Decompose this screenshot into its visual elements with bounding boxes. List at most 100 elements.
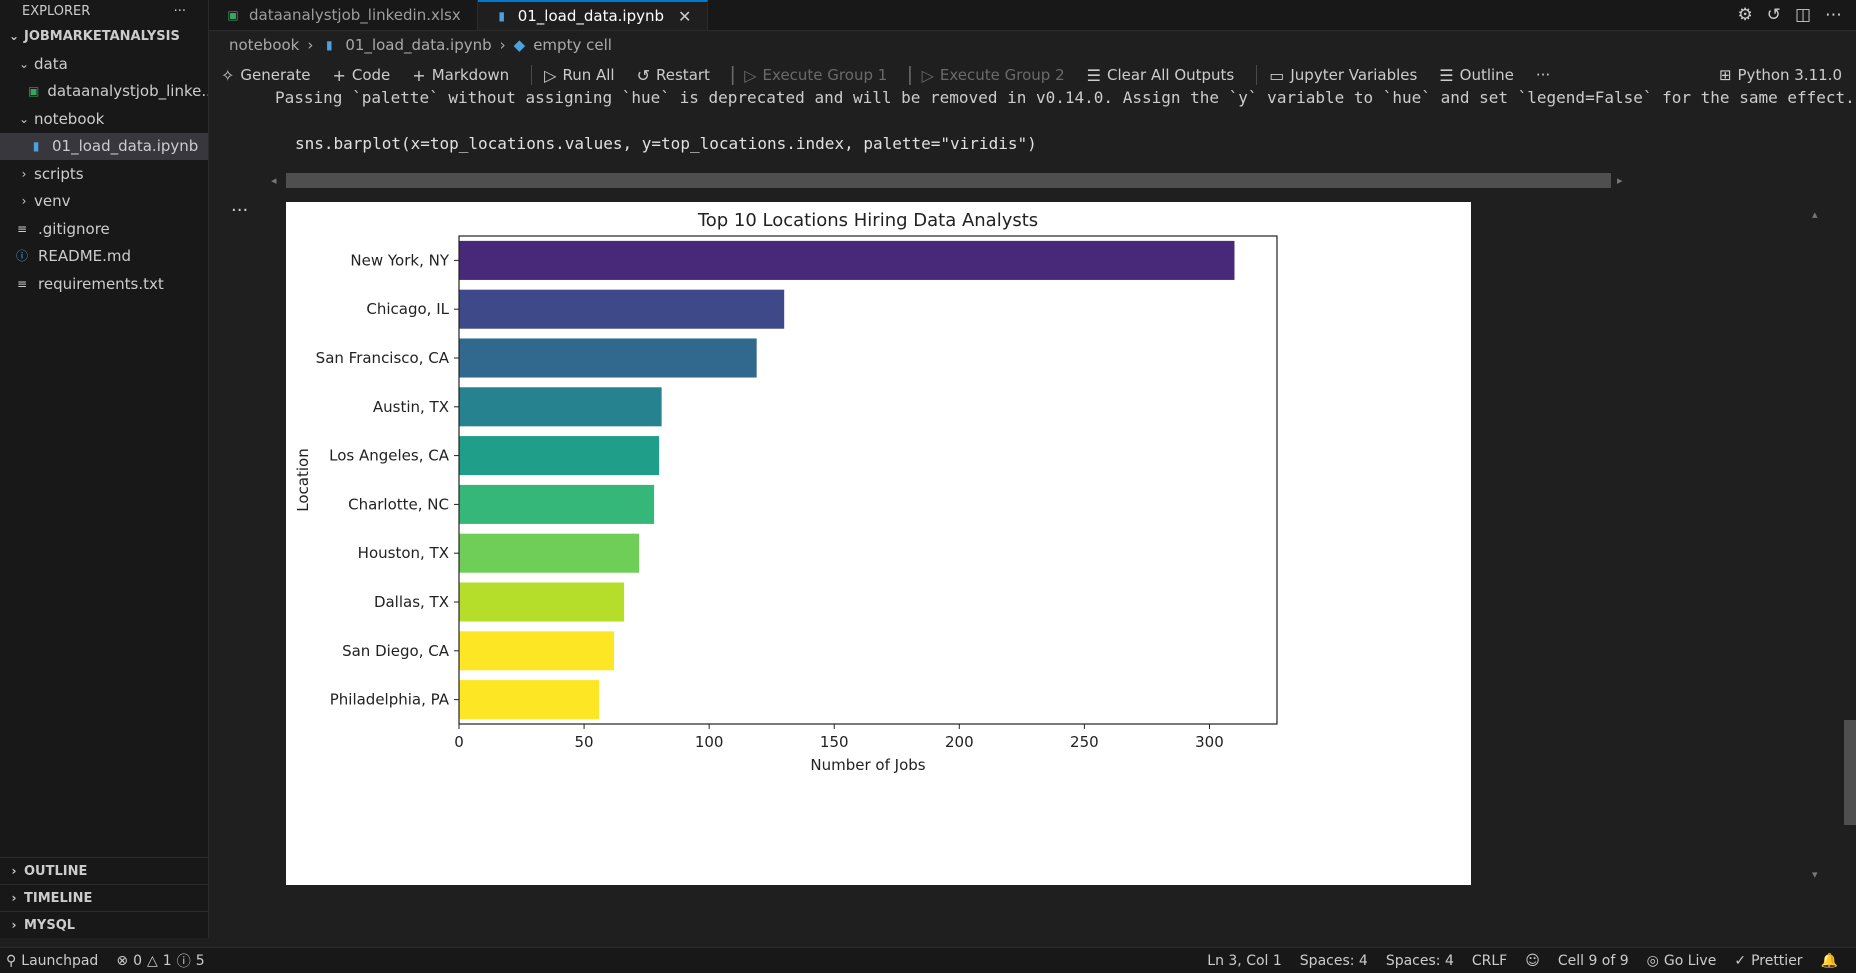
cell-indicator[interactable]: Cell 9 of 9 xyxy=(1557,952,1629,969)
x-axis-label: Number of Jobs xyxy=(810,756,925,774)
cell-output-menu[interactable]: ··· xyxy=(231,200,249,221)
scroll-up-icon[interactable]: ▴ xyxy=(1812,208,1818,221)
notebook-icon: ▮ xyxy=(326,38,333,52)
tree-item-label: data xyxy=(34,54,68,73)
copilot-icon[interactable]: ☺ xyxy=(1525,952,1540,969)
split-editor-icon[interactable]: ◫ xyxy=(1794,5,1811,25)
tree-item-data[interactable]: ⌄ data xyxy=(0,50,208,78)
outline-section[interactable]: › OUTLINE xyxy=(0,857,208,884)
bar-chart: Top 10 Locations Hiring Data Analysts New… xyxy=(294,210,1278,774)
x-tick-label: 150 xyxy=(820,733,849,751)
go-live-button[interactable]: ◎ Go Live xyxy=(1646,952,1717,969)
tree-item-label: venv xyxy=(34,192,71,211)
notifications-icon[interactable]: 🔔 xyxy=(1820,952,1838,969)
tab-actions: ⚙ ↺ ◫ ⋯ xyxy=(1737,0,1856,30)
problems-item[interactable]: ⊗ 0 △ 1 ⓘ 5 xyxy=(116,952,205,970)
chart-bar xyxy=(459,436,660,476)
run-group-icon: ▏▷ xyxy=(909,65,934,85)
tree-item-requirements-txt[interactable]: ≡ requirements.txt xyxy=(0,270,208,298)
notebook-toolbar: ✧ Generate + Code + Markdown ▷ Run All ↺ Rest… xyxy=(209,59,1856,91)
tree-item-label: dataanalystjob_linke... xyxy=(47,82,208,101)
vertical-scrollbar[interactable] xyxy=(1844,720,1856,825)
clear-outputs-button[interactable]: ☰ Clear All Outputs xyxy=(1086,65,1235,85)
chart-bar xyxy=(459,484,655,524)
chevron-right-icon: › xyxy=(11,891,17,905)
more-actions-icon[interactable]: ⋯ xyxy=(1825,5,1842,25)
x-tick-label: 300 xyxy=(1195,733,1224,751)
indentation-1[interactable]: Spaces: 4 xyxy=(1299,952,1368,969)
y-tick-label: Houston, TX xyxy=(358,544,449,562)
chevron-right-icon: › xyxy=(11,918,17,932)
clear-all-icon: ☰ xyxy=(1086,65,1101,85)
lines-icon: ≡ xyxy=(16,221,28,236)
tree-item-label: requirements.txt xyxy=(38,274,164,293)
cursor-position[interactable]: Ln 3, Col 1 xyxy=(1207,952,1282,969)
workspace-title: JOBMARKETANALYSIS xyxy=(24,28,180,44)
tab-notebook[interactable]: ▮ 01_load_data.ipynb ✕ xyxy=(477,0,709,30)
tree-item-dataanalystjob-linke-[interactable]: ▣ dataanalystjob_linke... xyxy=(0,78,208,106)
rocket-icon: ⚲ xyxy=(6,952,17,969)
scroll-right-icon[interactable]: ▸ xyxy=(1617,174,1623,187)
y-tick-label: Austin, TX xyxy=(373,398,449,416)
generate-button[interactable]: ✧ Generate xyxy=(221,65,311,85)
python-icon: ◆ xyxy=(513,36,526,54)
x-tick-label: 200 xyxy=(945,733,974,751)
execute-group-2-button[interactable]: ▏▷ Execute Group 2 xyxy=(909,65,1065,85)
breadcrumb: notebook › ▮ 01_load_data.ipynb › ◆ empt… xyxy=(209,32,1856,58)
explorer-title: EXPLORER xyxy=(22,3,91,19)
chart-title: Top 10 Locations Hiring Data Analysts xyxy=(697,210,1038,231)
x-tick-label: 100 xyxy=(695,733,724,751)
outline-button[interactable]: ☰ Outline xyxy=(1439,65,1514,85)
play-icon: ▷ xyxy=(544,65,557,85)
y-axis-label: Location xyxy=(294,448,312,511)
timeline-section[interactable]: › TIMELINE xyxy=(0,884,208,911)
tree-item-label: README.md xyxy=(38,247,132,266)
chevron-right-icon: › xyxy=(21,166,27,181)
breadcrumb-folder[interactable]: notebook xyxy=(229,36,300,54)
horizontal-scrollbar[interactable] xyxy=(286,173,1611,188)
kernel-picker[interactable]: ⊞ Python 3.11.0 xyxy=(1718,66,1842,84)
scroll-down-icon[interactable]: ▾ xyxy=(1812,868,1818,881)
tree-item-readme-md[interactable]: ⓘ README.md xyxy=(0,243,208,271)
chevron-down-icon: ⌄ xyxy=(18,111,30,126)
tab-xlsx[interactable]: ▣ dataanalystjob_linkedin.xlsx xyxy=(209,0,478,30)
chart-bar xyxy=(459,582,625,622)
scroll-left-icon[interactable]: ◂ xyxy=(271,174,277,187)
run-all-button[interactable]: ▷ Run All xyxy=(544,65,615,85)
launchpad-item[interactable]: ⚲ Launchpad xyxy=(6,952,99,969)
prettier-button[interactable]: ✓ Prettier xyxy=(1734,952,1803,969)
kernel-icon: ⊞ xyxy=(1718,66,1732,84)
status-bar: ⚲ Launchpad ⊗ 0 △ 1 ⓘ 5 Ln 3, Col 1 Spaces: … xyxy=(0,947,1856,973)
notebook-icon: ▮ xyxy=(32,139,40,154)
tree-item-venv[interactable]: › venv xyxy=(0,188,208,216)
breadcrumb-file[interactable]: 01_load_data.ipynb xyxy=(345,36,492,54)
x-tick-label: 0 xyxy=(454,733,464,751)
x-tick-label: 250 xyxy=(1070,733,1099,751)
add-code-button[interactable]: + Code xyxy=(332,65,391,85)
explorer-more-button[interactable]: ··· xyxy=(173,3,186,19)
mysql-section[interactable]: › MYSQL xyxy=(0,911,208,938)
tree-item--gitignore[interactable]: ≡ .gitignore xyxy=(0,215,208,243)
tree-item-01-load-data-ipynb[interactable]: ▮ 01_load_data.ipynb xyxy=(0,132,208,160)
y-tick-label: Philadelphia, PA xyxy=(330,691,450,709)
jupyter-variables-button[interactable]: ▭ Jupyter Variables xyxy=(1269,65,1418,85)
explorer-sidebar: EXPLORER ··· ⌄ JOBMARKETANALYSIS ⌄ data ▣ d… xyxy=(0,0,209,938)
close-icon[interactable]: ✕ xyxy=(678,6,692,26)
line-ending[interactable]: CRLF xyxy=(1471,952,1508,969)
tree-item-scripts[interactable]: › scripts xyxy=(0,160,208,188)
excel-icon: ▣ xyxy=(227,8,239,22)
chevron-right-icon: › xyxy=(11,864,17,878)
execute-group-1-button[interactable]: ▏▷ Execute Group 1 xyxy=(731,65,888,85)
code-line[interactable]: sns.barplot(x=top_locations.values, y=to… xyxy=(295,134,1037,153)
gear-icon[interactable]: ⚙ xyxy=(1737,5,1753,25)
restart-button[interactable]: ↺ Restart xyxy=(636,65,710,85)
history-icon[interactable]: ↺ xyxy=(1766,5,1781,25)
add-markdown-button[interactable]: + Markdown xyxy=(412,65,510,85)
breadcrumb-cell[interactable]: empty cell xyxy=(533,36,612,54)
indentation-2[interactable]: Spaces: 4 xyxy=(1385,952,1454,969)
tree-item-notebook[interactable]: ⌄ notebook xyxy=(0,105,208,133)
toolbar-more-button[interactable]: ··· xyxy=(1535,66,1551,84)
workspace-section[interactable]: ⌄ JOBMARKETANALYSIS xyxy=(0,22,208,50)
sparkle-icon: ✧ xyxy=(221,65,235,85)
info-icon: ⓘ xyxy=(15,249,28,264)
